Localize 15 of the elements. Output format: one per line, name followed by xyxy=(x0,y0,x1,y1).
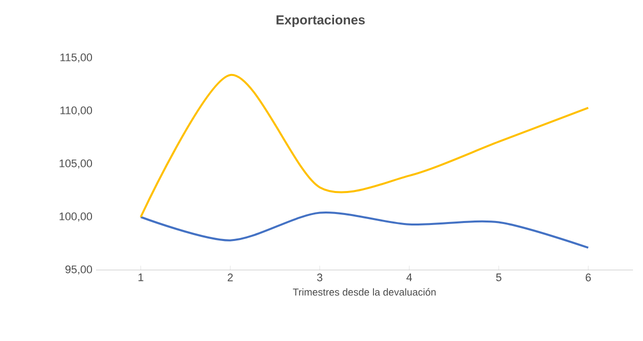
x-tick-label: 3 xyxy=(317,274,322,282)
x-tick-label: 1 xyxy=(138,274,144,282)
x-tick-label: 6 xyxy=(586,274,591,282)
y-tick-label: 95,00 xyxy=(65,265,92,275)
x-tick-label: 5 xyxy=(496,274,502,282)
x-axis-title: Trimestres desde la devaluación xyxy=(292,288,436,296)
x-tick-label: 2 xyxy=(228,274,233,282)
chart-title: Exportaciones xyxy=(276,14,365,28)
line-series xyxy=(140,74,590,218)
y-tick-label: 105,00 xyxy=(60,159,92,169)
y-tick-label: 100,00 xyxy=(60,212,92,222)
y-tick-label: 115,00 xyxy=(60,53,92,63)
line-series xyxy=(140,212,590,249)
x-tick-label: 4 xyxy=(406,274,412,282)
y-tick-label: 110,00 xyxy=(60,106,92,116)
